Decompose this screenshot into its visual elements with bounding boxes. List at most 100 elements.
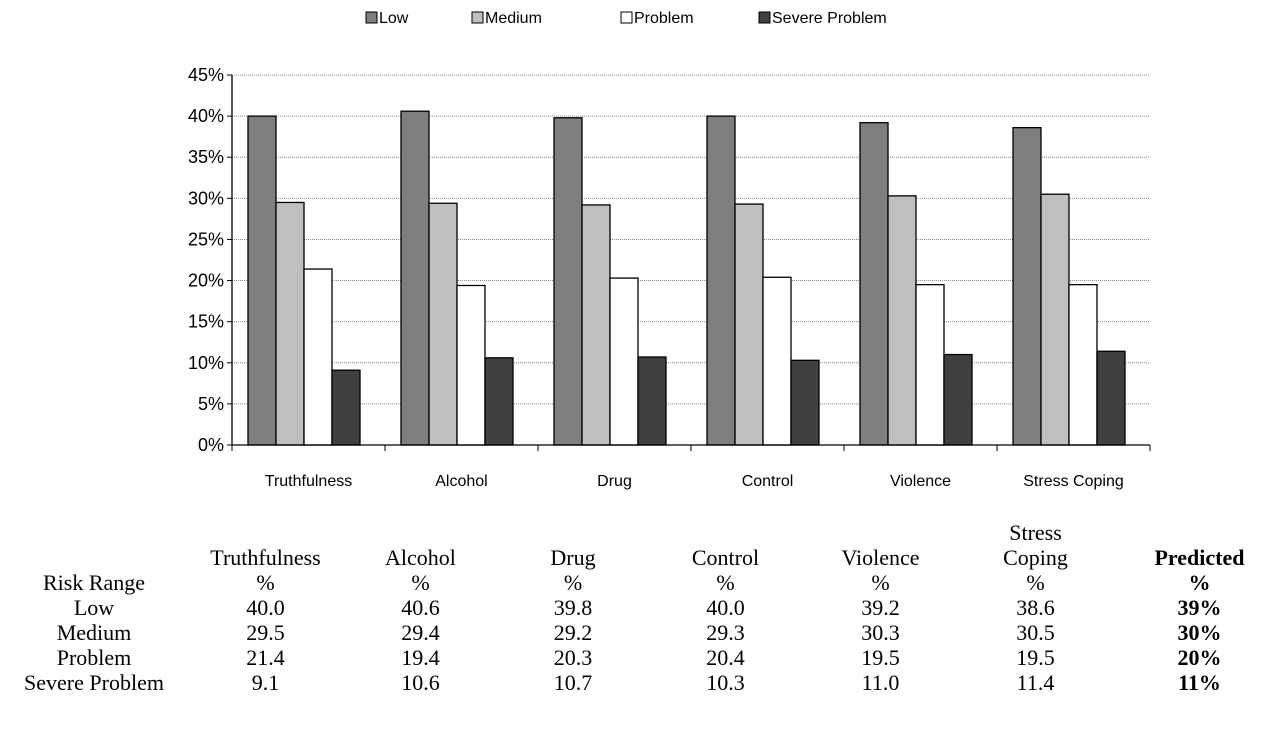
bar-problem-truthfulness bbox=[303, 268, 333, 446]
bar-low-stress-coping bbox=[1012, 126, 1042, 446]
risk-range-table: Risk Range Truthfulness % Alcohol % Drug… bbox=[0, 520, 1286, 695]
axes bbox=[231, 75, 1151, 451]
bar-low-violence bbox=[859, 122, 889, 446]
table-cell: 40.0 bbox=[246, 595, 285, 620]
legend-label-low: Low bbox=[379, 10, 409, 27]
y-tick-label: 25% bbox=[188, 229, 224, 249]
header-line: Drug bbox=[550, 545, 596, 570]
header-line: % bbox=[256, 570, 275, 595]
predicted-cell: 30% bbox=[1177, 620, 1222, 645]
table-cell: 29.5 bbox=[246, 620, 285, 645]
table-cell: 10.7 bbox=[553, 670, 593, 695]
bar-low-drug bbox=[553, 117, 583, 446]
header-line: Truthfulness bbox=[210, 545, 321, 570]
table-header-stress-coping: Stress Coping % bbox=[958, 520, 1113, 595]
table-cell: 39.8 bbox=[553, 595, 593, 620]
bar-severe-problem-stress-coping bbox=[1096, 350, 1126, 446]
y-axis-ticks: 0% 5% 10% 15% 20% 25% 30% 35% 40% 45% bbox=[188, 65, 232, 455]
table-body: Low 40.0 40.6 39.8 40.0 39.2 38.6 39% Medium 29.5… bbox=[0, 595, 1286, 695]
table-header-alcohol: Alcohol % bbox=[343, 520, 498, 595]
bar-problem-alcohol bbox=[456, 284, 486, 446]
bar-medium-alcohol bbox=[428, 202, 458, 446]
bar-low-control bbox=[706, 115, 736, 446]
header-line: % bbox=[1188, 570, 1211, 595]
table-cell: 29.4 bbox=[401, 620, 440, 645]
table-cell: 29.3 bbox=[706, 620, 745, 645]
bar-medium-drug bbox=[581, 204, 611, 446]
y-tick-label: 15% bbox=[188, 312, 224, 332]
table-header-violence: Violence % bbox=[803, 520, 958, 595]
header-line: Control bbox=[691, 545, 760, 570]
y-tick-label: 20% bbox=[188, 271, 224, 291]
header-line: Coping bbox=[1003, 545, 1068, 570]
row-label: Medium bbox=[56, 620, 132, 645]
header-line: Violence bbox=[841, 545, 920, 570]
table-cell: 10.3 bbox=[706, 670, 745, 695]
bar-low-alcohol bbox=[400, 110, 430, 446]
legend-swatch-problem bbox=[620, 11, 633, 24]
table-header-truthfulness: Truthfulness % bbox=[188, 520, 343, 595]
gridlines bbox=[232, 74, 1150, 405]
table-cell: 19.5 bbox=[1016, 645, 1055, 670]
chart-legend: Low Medium Problem Severe Problem bbox=[365, 10, 887, 27]
bar-severe-problem-control bbox=[790, 359, 820, 446]
table-cell: 9.1 bbox=[251, 670, 280, 695]
table-cell: 10.6 bbox=[401, 670, 440, 695]
header-line: % bbox=[411, 570, 430, 595]
table-cell: 11.4 bbox=[1016, 670, 1055, 695]
table-cell: 40.6 bbox=[401, 595, 440, 620]
bar-low-truthfulness bbox=[247, 115, 277, 446]
y-tick-label: 0% bbox=[198, 435, 224, 455]
table-cell: 30.3 bbox=[861, 620, 900, 645]
row-label: Problem bbox=[56, 645, 132, 670]
table-cell: 20.3 bbox=[553, 645, 593, 670]
legend-swatch-medium bbox=[471, 11, 484, 24]
y-tick-label: 45% bbox=[188, 65, 224, 85]
table-cell: 11.0 bbox=[861, 670, 900, 695]
table-header-drug: Drug % bbox=[498, 520, 648, 595]
row-label: Low bbox=[73, 595, 115, 620]
bars bbox=[247, 110, 1126, 446]
table-cell: 30.5 bbox=[1016, 620, 1055, 645]
legend-swatch-severe-problem bbox=[758, 11, 771, 24]
predicted-cell: 39% bbox=[1177, 595, 1222, 620]
bar-problem-violence bbox=[915, 284, 945, 446]
table-cell: 29.2 bbox=[553, 620, 593, 645]
bar-problem-drug bbox=[609, 277, 639, 446]
x-category-label: Alcohol bbox=[435, 473, 487, 490]
x-category-label: Drug bbox=[597, 473, 632, 490]
table-cell: 19.4 bbox=[401, 645, 440, 670]
y-tick-label: 5% bbox=[198, 394, 224, 414]
bar-severe-problem-truthfulness bbox=[331, 369, 361, 446]
table-cell: 21.4 bbox=[246, 645, 285, 670]
header-line bbox=[0, 545, 188, 570]
header-line: Stress bbox=[1009, 520, 1062, 545]
y-tick-label: 40% bbox=[188, 106, 224, 126]
legend-swatch-low bbox=[365, 11, 378, 24]
table-row: Problem 21.4 19.4 20.3 20.4 19.5 19.5 20% bbox=[0, 645, 1286, 670]
x-category-label: Control bbox=[742, 473, 794, 490]
x-category-label: Stress Coping bbox=[1023, 473, 1124, 490]
legend-label-severe-problem: Severe Problem bbox=[772, 10, 887, 27]
bar-problem-stress-coping bbox=[1068, 284, 1098, 446]
header-line: % bbox=[716, 570, 735, 595]
table-cell: 39.2 bbox=[861, 595, 900, 620]
header-line: Risk Range bbox=[42, 570, 146, 595]
y-tick-label: 10% bbox=[188, 353, 224, 373]
bar-problem-control bbox=[762, 276, 792, 446]
table-header-predicted: Predicted % bbox=[1113, 520, 1286, 595]
bar-severe-problem-violence bbox=[943, 353, 973, 446]
header-line: % bbox=[1026, 570, 1045, 595]
header-line: Predicted bbox=[1154, 545, 1245, 570]
x-axis-category-labels: Truthfulness Alcohol Drug Control Violence St… bbox=[265, 473, 1124, 490]
table-header-control: Control % bbox=[648, 520, 803, 595]
header-line: % bbox=[871, 570, 890, 595]
bar-medium-truthfulness bbox=[275, 201, 305, 446]
legend-label-medium: Medium bbox=[485, 10, 542, 27]
bar-medium-violence bbox=[887, 195, 917, 446]
bar-severe-problem-alcohol bbox=[484, 357, 514, 446]
table-cell: 19.5 bbox=[861, 645, 900, 670]
table-row: Low 40.0 40.6 39.8 40.0 39.2 38.6 39% bbox=[0, 595, 1286, 620]
bar-medium-control bbox=[734, 203, 764, 446]
legend-label-problem: Problem bbox=[634, 10, 694, 27]
